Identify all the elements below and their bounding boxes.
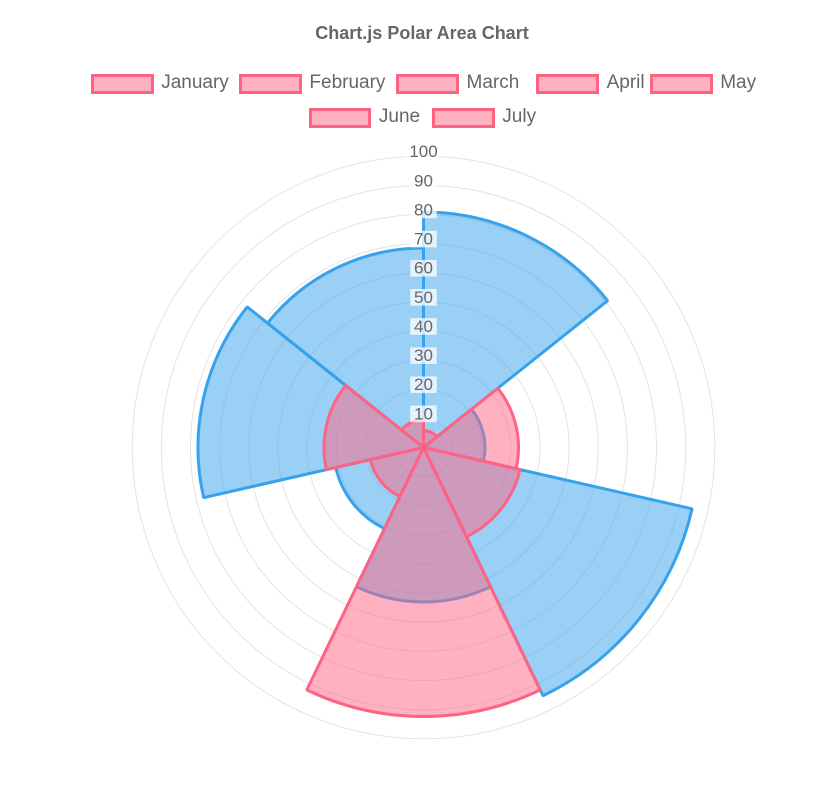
svg-text:10: 10 (414, 404, 433, 423)
svg-text:70: 70 (414, 230, 433, 249)
svg-text:20: 20 (414, 375, 433, 394)
svg-text:90: 90 (414, 171, 433, 190)
svg-text:60: 60 (414, 259, 433, 278)
svg-text:40: 40 (414, 317, 433, 336)
svg-text:80: 80 (414, 200, 433, 219)
svg-text:50: 50 (414, 288, 433, 307)
svg-text:30: 30 (414, 346, 433, 365)
svg-text:100: 100 (409, 142, 437, 161)
